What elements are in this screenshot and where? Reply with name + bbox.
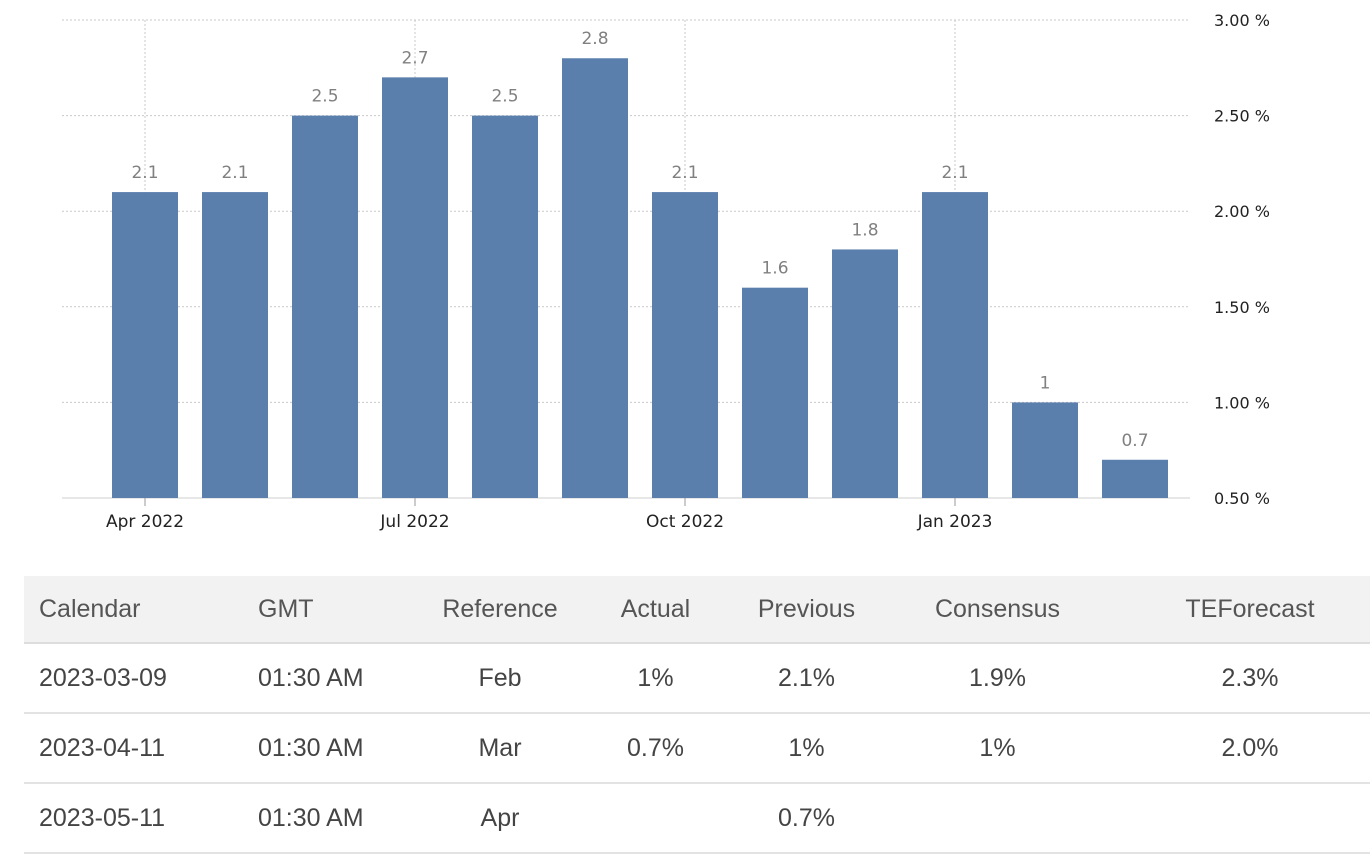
cell-previous: 0.7% <box>733 783 880 854</box>
x-tick-label: Apr 2022 <box>106 512 184 532</box>
x-tick-label: Jul 2022 <box>379 512 449 532</box>
y-tick-label: 2.00 % <box>1214 202 1270 221</box>
col-header-gmt: GMT <box>258 576 422 644</box>
table-row: 2023-03-09 01:30 AM Feb 1% 2.1% 1.9% 2.3… <box>24 643 1370 714</box>
cell-actual: 0.7% <box>578 713 733 784</box>
x-tick-label: Jan 2023 <box>917 512 993 532</box>
y-tick-label: 3.00 % <box>1214 11 1270 30</box>
cell-consensus <box>880 783 1115 854</box>
bar[interactable] <box>1102 459 1168 498</box>
col-header-previous: Previous <box>733 576 880 644</box>
col-header-reference: Reference <box>422 576 578 644</box>
cell-calendar: 2023-03-09 <box>24 643 258 714</box>
col-header-teforecast: TEForecast <box>1115 576 1370 644</box>
x-axis: Apr 2022 Jul 2022 Oct 2022 Jan 2023 <box>106 498 992 532</box>
bar[interactable] <box>832 249 898 498</box>
cell-reference: Mar <box>422 713 578 784</box>
cell-actual <box>578 783 733 854</box>
cell-consensus: 1% <box>880 713 1115 784</box>
chart-bars <box>112 58 1168 499</box>
data-label: 2.1 <box>671 163 698 183</box>
cell-teforecast: 2.0% <box>1115 713 1370 784</box>
data-label: 1.6 <box>761 259 788 279</box>
cell-gmt: 01:30 AM <box>258 713 422 784</box>
col-header-actual: Actual <box>578 576 733 644</box>
bar-chart: 2.1 2.1 2.5 2.7 2.5 2.8 2.1 1.6 1.8 2.1 1 0.7 0.50 … <box>62 11 1270 532</box>
table-header-row: Calendar GMT Reference Actual Previous C… <box>24 576 1370 644</box>
cell-teforecast: 2.3% <box>1115 643 1370 714</box>
bar[interactable] <box>112 192 178 498</box>
data-label: 2.5 <box>311 87 338 107</box>
cell-previous: 2.1% <box>733 643 880 714</box>
data-label: 2.1 <box>221 163 248 183</box>
release-calendar: Calendar GMT Reference Actual Previous C… <box>24 576 1370 854</box>
data-label: 2.1 <box>131 163 158 183</box>
release-calendar-table: Calendar GMT Reference Actual Previous C… <box>24 576 1370 854</box>
cell-calendar: 2023-04-11 <box>24 713 258 784</box>
data-label: 2.7 <box>401 48 428 68</box>
cell-teforecast <box>1115 783 1370 854</box>
cell-calendar: 2023-05-11 <box>24 783 258 854</box>
data-label: 2.1 <box>941 163 968 183</box>
bar[interactable] <box>472 115 538 498</box>
y-axis: 0.50 % 1.00 % 1.50 % 2.00 % 2.50 % 3.00 % <box>1214 11 1270 508</box>
cell-gmt: 01:30 AM <box>258 643 422 714</box>
table-row: 2023-04-11 01:30 AM Mar 0.7% 1% 1% 2.0% <box>24 713 1370 784</box>
bar[interactable] <box>1012 402 1078 498</box>
cell-previous: 1% <box>733 713 880 784</box>
y-tick-label: 1.50 % <box>1214 298 1270 317</box>
bar[interactable] <box>652 192 718 498</box>
table-row: 2023-05-11 01:30 AM Apr 0.7% <box>24 783 1370 854</box>
bar[interactable] <box>922 192 988 498</box>
col-header-consensus: Consensus <box>880 576 1115 644</box>
y-tick-label: 0.50 % <box>1214 489 1270 508</box>
bar[interactable] <box>202 192 268 498</box>
y-tick-label: 2.50 % <box>1214 107 1270 126</box>
data-label: 1.8 <box>851 220 878 240</box>
chart-data-labels: 2.1 2.1 2.5 2.7 2.5 2.8 2.1 1.6 1.8 2.1 1 0.7 <box>131 29 1148 451</box>
data-label: 2.8 <box>581 29 608 49</box>
bar[interactable] <box>562 58 628 499</box>
data-label: 2.5 <box>491 87 518 107</box>
bar[interactable] <box>382 77 448 499</box>
cell-reference: Apr <box>422 783 578 854</box>
data-label: 1 <box>1040 373 1051 393</box>
y-tick-label: 1.00 % <box>1214 393 1270 412</box>
data-label: 0.7 <box>1121 431 1148 451</box>
cell-consensus: 1.9% <box>880 643 1115 714</box>
bar[interactable] <box>292 115 358 498</box>
bar[interactable] <box>742 287 808 498</box>
col-header-calendar: Calendar <box>24 576 258 644</box>
cell-gmt: 01:30 AM <box>258 783 422 854</box>
cell-actual: 1% <box>578 643 733 714</box>
cell-reference: Feb <box>422 643 578 714</box>
x-tick-label: Oct 2022 <box>646 512 724 532</box>
